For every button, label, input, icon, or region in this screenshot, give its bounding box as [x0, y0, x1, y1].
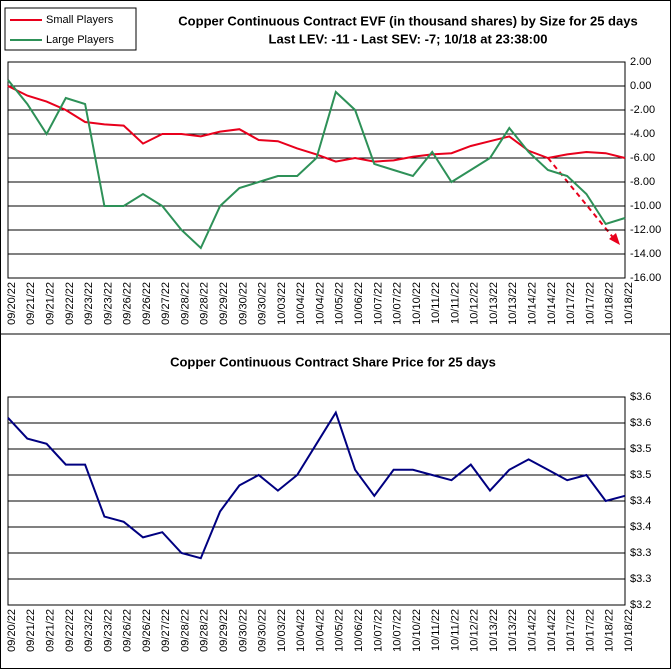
x-tick-label: 10/04/22 — [314, 282, 326, 325]
x-tick-label: 09/20/22 — [6, 609, 18, 652]
x-tick-label: 09/29/22 — [218, 282, 230, 325]
x-tick-label: 10/13/22 — [488, 609, 500, 652]
y-tick-label: 2.00 — [630, 56, 651, 68]
y-tick-label: $3.3 — [630, 573, 651, 585]
chart-title: Copper Continuous Contract Share Price f… — [170, 354, 496, 369]
y-tick-label: -4.00 — [630, 128, 655, 140]
x-tick-label: 10/11/22 — [430, 609, 442, 651]
x-tick-label: 09/29/22 — [218, 609, 230, 652]
x-tick-label: 10/05/22 — [334, 282, 346, 325]
chart-title: Copper Continuous Contract EVF (in thous… — [178, 13, 637, 28]
x-tick-label: 10/14/22 — [546, 282, 558, 325]
x-tick-label: 10/17/22 — [565, 609, 577, 652]
y-tick-label: 0.00 — [630, 80, 651, 92]
x-tick-label: 09/20/22 — [6, 282, 18, 325]
x-tick-label: 09/22/22 — [64, 609, 76, 652]
x-tick-label: 10/11/22 — [430, 282, 442, 324]
legend-label: Small Players — [46, 14, 114, 26]
y-tick-label: $3.6 — [630, 417, 651, 429]
y-tick-label: $3.4 — [630, 521, 651, 533]
x-tick-label: 10/04/22 — [295, 282, 307, 325]
x-tick-label: 09/21/22 — [25, 282, 37, 325]
x-tick-label: 09/23/22 — [83, 282, 95, 325]
y-tick-label: $3.4 — [630, 495, 651, 507]
y-tick-label: $3.2 — [630, 599, 651, 611]
x-tick-label: 09/23/22 — [102, 609, 114, 652]
x-tick-label: 09/28/22 — [199, 609, 211, 652]
y-tick-label: $3.6 — [630, 391, 651, 403]
x-tick-label: 10/17/22 — [565, 282, 577, 325]
x-tick-label: 10/18/22 — [604, 609, 616, 652]
y-tick-label: $3.3 — [630, 547, 651, 559]
x-tick-label: 09/28/22 — [199, 282, 211, 325]
x-tick-label: 10/05/22 — [334, 609, 346, 652]
x-tick-label: 09/21/22 — [25, 609, 37, 652]
arrow-head — [609, 233, 620, 245]
y-tick-label: $3.5 — [630, 469, 651, 481]
x-tick-label: 10/06/22 — [353, 282, 365, 325]
series-line — [7, 410, 626, 560]
x-tick-label: 10/17/22 — [584, 282, 596, 325]
x-tick-label: 10/14/22 — [527, 609, 539, 652]
x-tick-label: 09/26/22 — [141, 609, 153, 652]
x-tick-label: 10/14/22 — [527, 282, 539, 325]
x-tick-label: 09/30/22 — [257, 282, 269, 325]
x-tick-label: 10/03/22 — [276, 609, 288, 652]
x-tick-label: 10/11/22 — [449, 282, 461, 324]
x-tick-label: 10/07/22 — [372, 282, 384, 325]
x-tick-label: 09/30/22 — [237, 282, 249, 325]
y-tick-label: -8.00 — [630, 176, 655, 188]
x-tick-label: 10/07/22 — [392, 282, 404, 325]
x-tick-label: 09/21/22 — [44, 609, 56, 652]
x-tick-label: 09/28/22 — [179, 282, 191, 325]
x-tick-label: 10/11/22 — [449, 609, 461, 651]
y-tick-label: -16.00 — [630, 272, 661, 284]
x-tick-label: 09/21/22 — [44, 282, 56, 325]
x-tick-label: 09/23/22 — [83, 609, 95, 652]
x-tick-label: 10/04/22 — [314, 609, 326, 652]
series-line — [7, 85, 626, 163]
x-tick-label: 09/26/22 — [141, 282, 153, 325]
y-tick-label: -6.00 — [630, 152, 655, 164]
x-tick-label: 09/23/22 — [102, 282, 114, 325]
y-tick-label: -12.00 — [630, 224, 661, 236]
y-tick-label: -14.00 — [630, 248, 661, 260]
x-tick-label: 10/17/22 — [584, 609, 596, 652]
x-tick-label: 10/04/22 — [295, 609, 307, 652]
x-tick-label: 09/26/22 — [122, 282, 134, 325]
y-tick-label: -10.00 — [630, 200, 661, 212]
x-tick-label: 10/13/22 — [507, 282, 519, 325]
legend-box — [4, 7, 137, 51]
x-tick-label: 09/27/22 — [160, 282, 172, 325]
x-tick-label: 09/26/22 — [122, 609, 134, 652]
x-tick-label: 10/18/22 — [623, 282, 635, 325]
x-tick-label: 10/06/22 — [353, 609, 365, 652]
x-tick-label: 09/30/22 — [257, 609, 269, 652]
x-tick-label: 10/12/22 — [469, 282, 481, 325]
legend-label: Large Players — [46, 34, 114, 46]
series-line — [7, 79, 626, 250]
y-tick-label: $3.5 — [630, 443, 651, 455]
x-tick-label: 10/18/22 — [604, 282, 616, 325]
x-tick-label: 10/07/22 — [392, 609, 404, 652]
x-tick-label: 09/27/22 — [160, 609, 172, 652]
x-tick-label: 10/14/22 — [546, 609, 558, 652]
x-tick-label: 10/10/22 — [411, 282, 423, 325]
chart-subtitle: Last LEV: -11 - Last SEV: -7; 10/18 at 2… — [269, 31, 548, 46]
x-tick-label: 09/30/22 — [237, 609, 249, 652]
x-tick-label: 09/22/22 — [64, 282, 76, 325]
x-tick-label: 10/07/22 — [372, 609, 384, 652]
x-tick-label: 10/03/22 — [276, 282, 288, 325]
x-tick-label: 09/28/22 — [179, 609, 191, 652]
x-tick-label: 10/18/22 — [623, 609, 635, 652]
x-tick-label: 10/13/22 — [507, 609, 519, 652]
y-tick-label: -2.00 — [630, 104, 655, 116]
x-tick-label: 10/13/22 — [488, 282, 500, 325]
x-tick-label: 10/10/22 — [411, 609, 423, 652]
x-tick-label: 10/12/22 — [469, 609, 481, 652]
